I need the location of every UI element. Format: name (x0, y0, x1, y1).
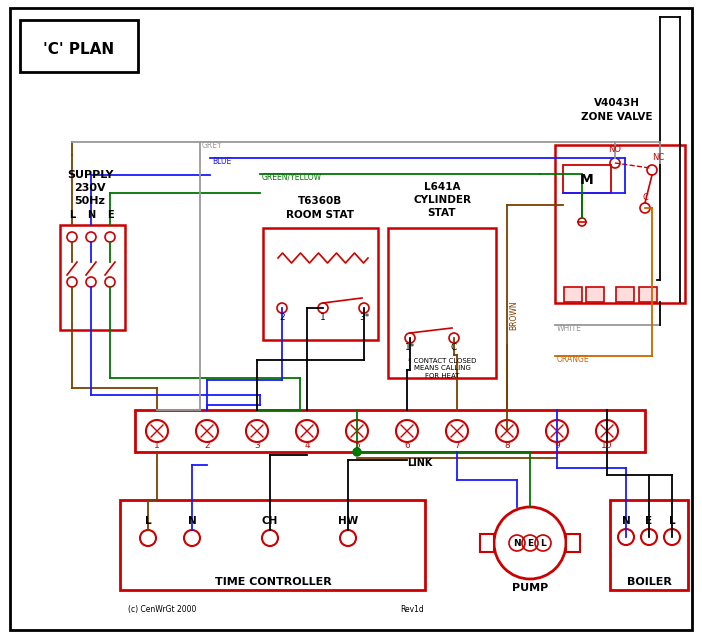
Text: L: L (145, 516, 152, 526)
Text: Rev1d: Rev1d (400, 605, 424, 614)
Bar (120, 500, 425, 590)
Text: 7: 7 (454, 441, 460, 450)
Text: 6: 6 (404, 441, 410, 450)
Text: 10: 10 (601, 441, 613, 450)
Text: SUPPLY
230V
50Hz: SUPPLY 230V 50Hz (67, 170, 113, 206)
Bar (616, 287, 634, 302)
Bar (639, 287, 657, 302)
Text: L: L (69, 210, 75, 220)
Text: E: E (107, 210, 113, 220)
Circle shape (353, 448, 361, 456)
Text: GREEN/YELLOW: GREEN/YELLOW (262, 173, 322, 182)
Text: N: N (87, 210, 95, 220)
Bar (60, 225, 125, 330)
Text: BOILER: BOILER (627, 577, 671, 587)
Text: E: E (645, 516, 653, 526)
Text: T6360B
ROOM STAT: T6360B ROOM STAT (286, 196, 354, 220)
Bar (388, 228, 496, 378)
Text: 4: 4 (304, 441, 310, 450)
Bar (586, 287, 604, 302)
Text: 5: 5 (354, 441, 360, 450)
Bar (480, 534, 494, 552)
Text: BROWN: BROWN (509, 300, 518, 330)
Text: V4043H
ZONE VALVE: V4043H ZONE VALVE (581, 99, 653, 122)
Text: N: N (513, 538, 521, 547)
Text: C: C (451, 343, 457, 352)
Text: (c) CenWrGt 2000: (c) CenWrGt 2000 (128, 605, 197, 614)
Bar (20, 20, 138, 72)
Text: L: L (669, 516, 675, 526)
Bar (564, 287, 582, 302)
Text: HW: HW (338, 516, 358, 526)
Text: GREY: GREY (202, 141, 223, 150)
Bar (263, 228, 378, 340)
Bar (566, 534, 580, 552)
Text: WHITE: WHITE (557, 324, 582, 333)
Text: 2: 2 (204, 441, 210, 450)
Text: 8: 8 (504, 441, 510, 450)
Text: 3*: 3* (359, 313, 369, 322)
Text: LINK: LINK (407, 458, 432, 468)
Text: N: N (622, 516, 630, 526)
Text: NC: NC (652, 153, 664, 162)
Text: C: C (642, 193, 648, 202)
Bar (555, 145, 685, 303)
Text: L: L (540, 538, 546, 547)
Text: NO: NO (609, 145, 621, 154)
Bar (610, 500, 688, 590)
Text: 9: 9 (554, 441, 560, 450)
Text: M: M (580, 173, 594, 187)
Text: 1: 1 (154, 441, 160, 450)
Text: 1*: 1* (405, 343, 415, 352)
Text: ORANGE: ORANGE (557, 355, 590, 364)
Text: E: E (527, 538, 533, 547)
Text: BLUE: BLUE (212, 157, 231, 166)
Text: PUMP: PUMP (512, 583, 548, 593)
Text: 'C' PLAN: 'C' PLAN (44, 42, 114, 58)
Text: L641A
CYLINDER
STAT: L641A CYLINDER STAT (413, 182, 471, 218)
Text: 2: 2 (279, 313, 285, 322)
Text: * CONTACT CLOSED
MEANS CALLING
FOR HEAT: * CONTACT CLOSED MEANS CALLING FOR HEAT (408, 358, 476, 379)
Text: 3: 3 (254, 441, 260, 450)
Bar (135, 410, 645, 452)
Text: CH: CH (262, 516, 278, 526)
Text: 1: 1 (320, 313, 326, 322)
Text: TIME CONTROLLER: TIME CONTROLLER (215, 577, 331, 587)
Bar (563, 165, 611, 193)
Text: N: N (187, 516, 197, 526)
